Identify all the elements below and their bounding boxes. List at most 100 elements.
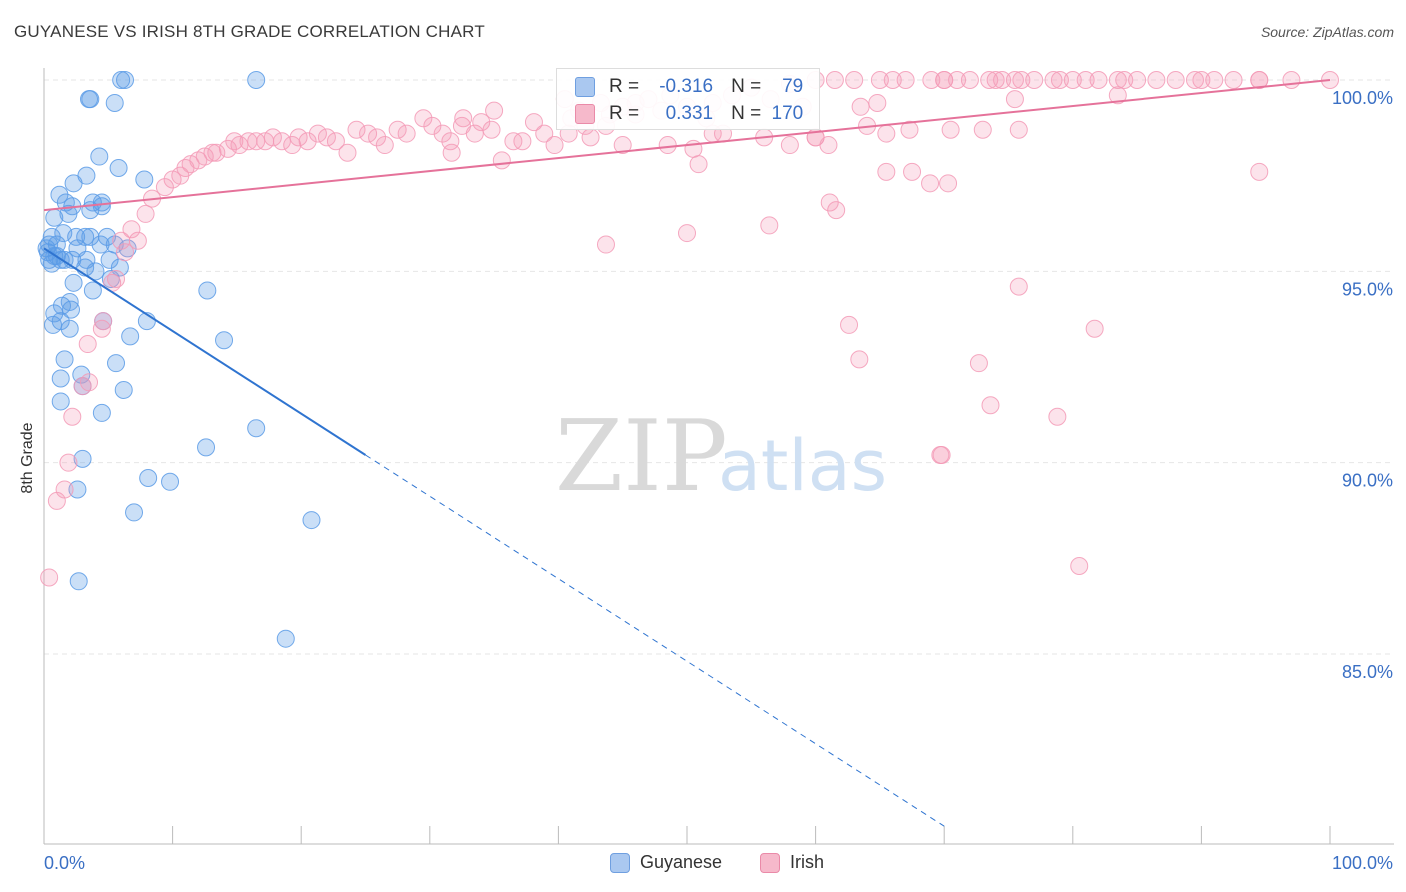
guyanese-point — [247, 419, 266, 438]
tick-labels: 85.0% 90.0% 95.0% 100.0% 0.0% 100.0% — [44, 88, 1393, 873]
guyanese-point — [90, 147, 109, 166]
irish-point — [504, 132, 523, 151]
irish-point — [877, 124, 896, 143]
irish-point — [283, 136, 302, 155]
trend-lines — [43, 79, 1331, 827]
irish-point — [347, 120, 366, 139]
irish-point — [492, 151, 511, 170]
irish-legend-swatch — [760, 852, 780, 873]
irish-point — [59, 453, 78, 472]
irish-point — [63, 407, 82, 426]
stats-row-guyanese: R = -0.316 N = 79 — [575, 74, 803, 100]
guyanese-point — [215, 331, 234, 350]
irish-point — [375, 136, 394, 155]
irish-point — [73, 377, 92, 396]
guyanese-point — [105, 93, 124, 112]
irish-point — [1063, 71, 1082, 89]
legend-label-irish: Irish — [790, 852, 825, 872]
irish-point — [1128, 71, 1147, 89]
guyanese-point — [100, 250, 119, 269]
irish-point — [136, 204, 155, 223]
irish-point — [247, 132, 266, 151]
guyanese-point — [67, 227, 86, 246]
irish-point — [840, 315, 859, 334]
irish-point — [116, 243, 135, 262]
guyanese-point — [50, 185, 69, 204]
guyanese-point — [86, 262, 105, 281]
guyanese-point — [45, 208, 64, 227]
guyanese-point — [45, 304, 64, 323]
watermark: ZIP atlas — [555, 400, 887, 514]
guyanese-point — [62, 300, 81, 319]
irish-point — [1166, 71, 1185, 89]
n-value: 79 — [782, 76, 804, 97]
irish-point — [1005, 90, 1024, 109]
legend-item-irish[interactable]: Irish — [760, 852, 824, 873]
irish-point — [900, 120, 919, 139]
guyanese-point — [76, 258, 95, 277]
stats-row-irish: R = 0.331 N = 170 — [575, 101, 803, 127]
guyanese-point — [161, 472, 180, 491]
x-tick-label: 100.0% — [1332, 853, 1393, 873]
x-tick-label: 0.0% — [44, 853, 85, 873]
guyanese-trend-line — [43, 247, 367, 456]
irish-point — [368, 128, 387, 147]
guyanese-point — [64, 174, 83, 193]
guyanese-point — [121, 327, 140, 346]
irish-point — [1044, 71, 1063, 89]
irish-point — [960, 71, 979, 89]
irish-point — [397, 124, 416, 143]
guyanese-point — [197, 438, 216, 457]
irish-point — [613, 136, 632, 155]
irish-point — [1009, 277, 1028, 296]
guyanese-point — [139, 468, 158, 487]
irish-point — [1089, 71, 1108, 89]
irish-point — [338, 143, 357, 162]
irish-point — [877, 162, 896, 181]
irish-point — [289, 128, 308, 147]
legend-label-guyanese: Guyanese — [640, 852, 723, 872]
irish-point — [935, 71, 954, 89]
guyanese-point — [112, 71, 131, 89]
irish-point — [922, 71, 941, 89]
irish-point — [1250, 162, 1269, 181]
irish-point — [1224, 71, 1243, 89]
irish-point — [851, 97, 870, 116]
guyanese-point — [51, 369, 70, 388]
irish-point — [1192, 71, 1211, 89]
irish-swatch — [575, 104, 595, 124]
irish-point — [850, 350, 869, 369]
irish-point — [819, 136, 838, 155]
guyanese-point — [51, 392, 70, 411]
guyanese-point — [55, 350, 74, 369]
guyanese-trend-extension — [365, 454, 945, 827]
irish-point — [94, 312, 113, 331]
irish-point — [973, 120, 992, 139]
guyanese-point — [98, 227, 117, 246]
irish-point — [122, 220, 141, 239]
guyanese-point — [116, 71, 135, 89]
irish-point — [689, 155, 708, 174]
irish-point — [472, 113, 491, 132]
irish-point — [263, 128, 282, 147]
guyanese-point — [83, 281, 102, 300]
irish-point — [485, 101, 504, 120]
irish-point — [1185, 71, 1204, 89]
irish-point — [359, 124, 378, 143]
irish-point — [92, 319, 111, 338]
irish-point — [1250, 71, 1269, 89]
r-label: R = — [609, 103, 640, 124]
irish-point — [678, 224, 696, 243]
n-value: 170 — [771, 103, 804, 124]
irish-point — [825, 71, 844, 89]
irish-point — [1282, 71, 1301, 89]
guyanese-point — [44, 315, 63, 334]
guyanese-point — [92, 403, 111, 422]
legend-item-guyanese[interactable]: Guyanese — [610, 852, 722, 873]
irish-trend-line — [43, 79, 1331, 212]
irish-point — [939, 174, 958, 193]
y-tick-label: 95.0% — [1342, 279, 1393, 299]
guyanese-legend-swatch — [610, 852, 630, 873]
guyanese-point — [302, 511, 321, 530]
guyanese-point — [109, 159, 128, 178]
